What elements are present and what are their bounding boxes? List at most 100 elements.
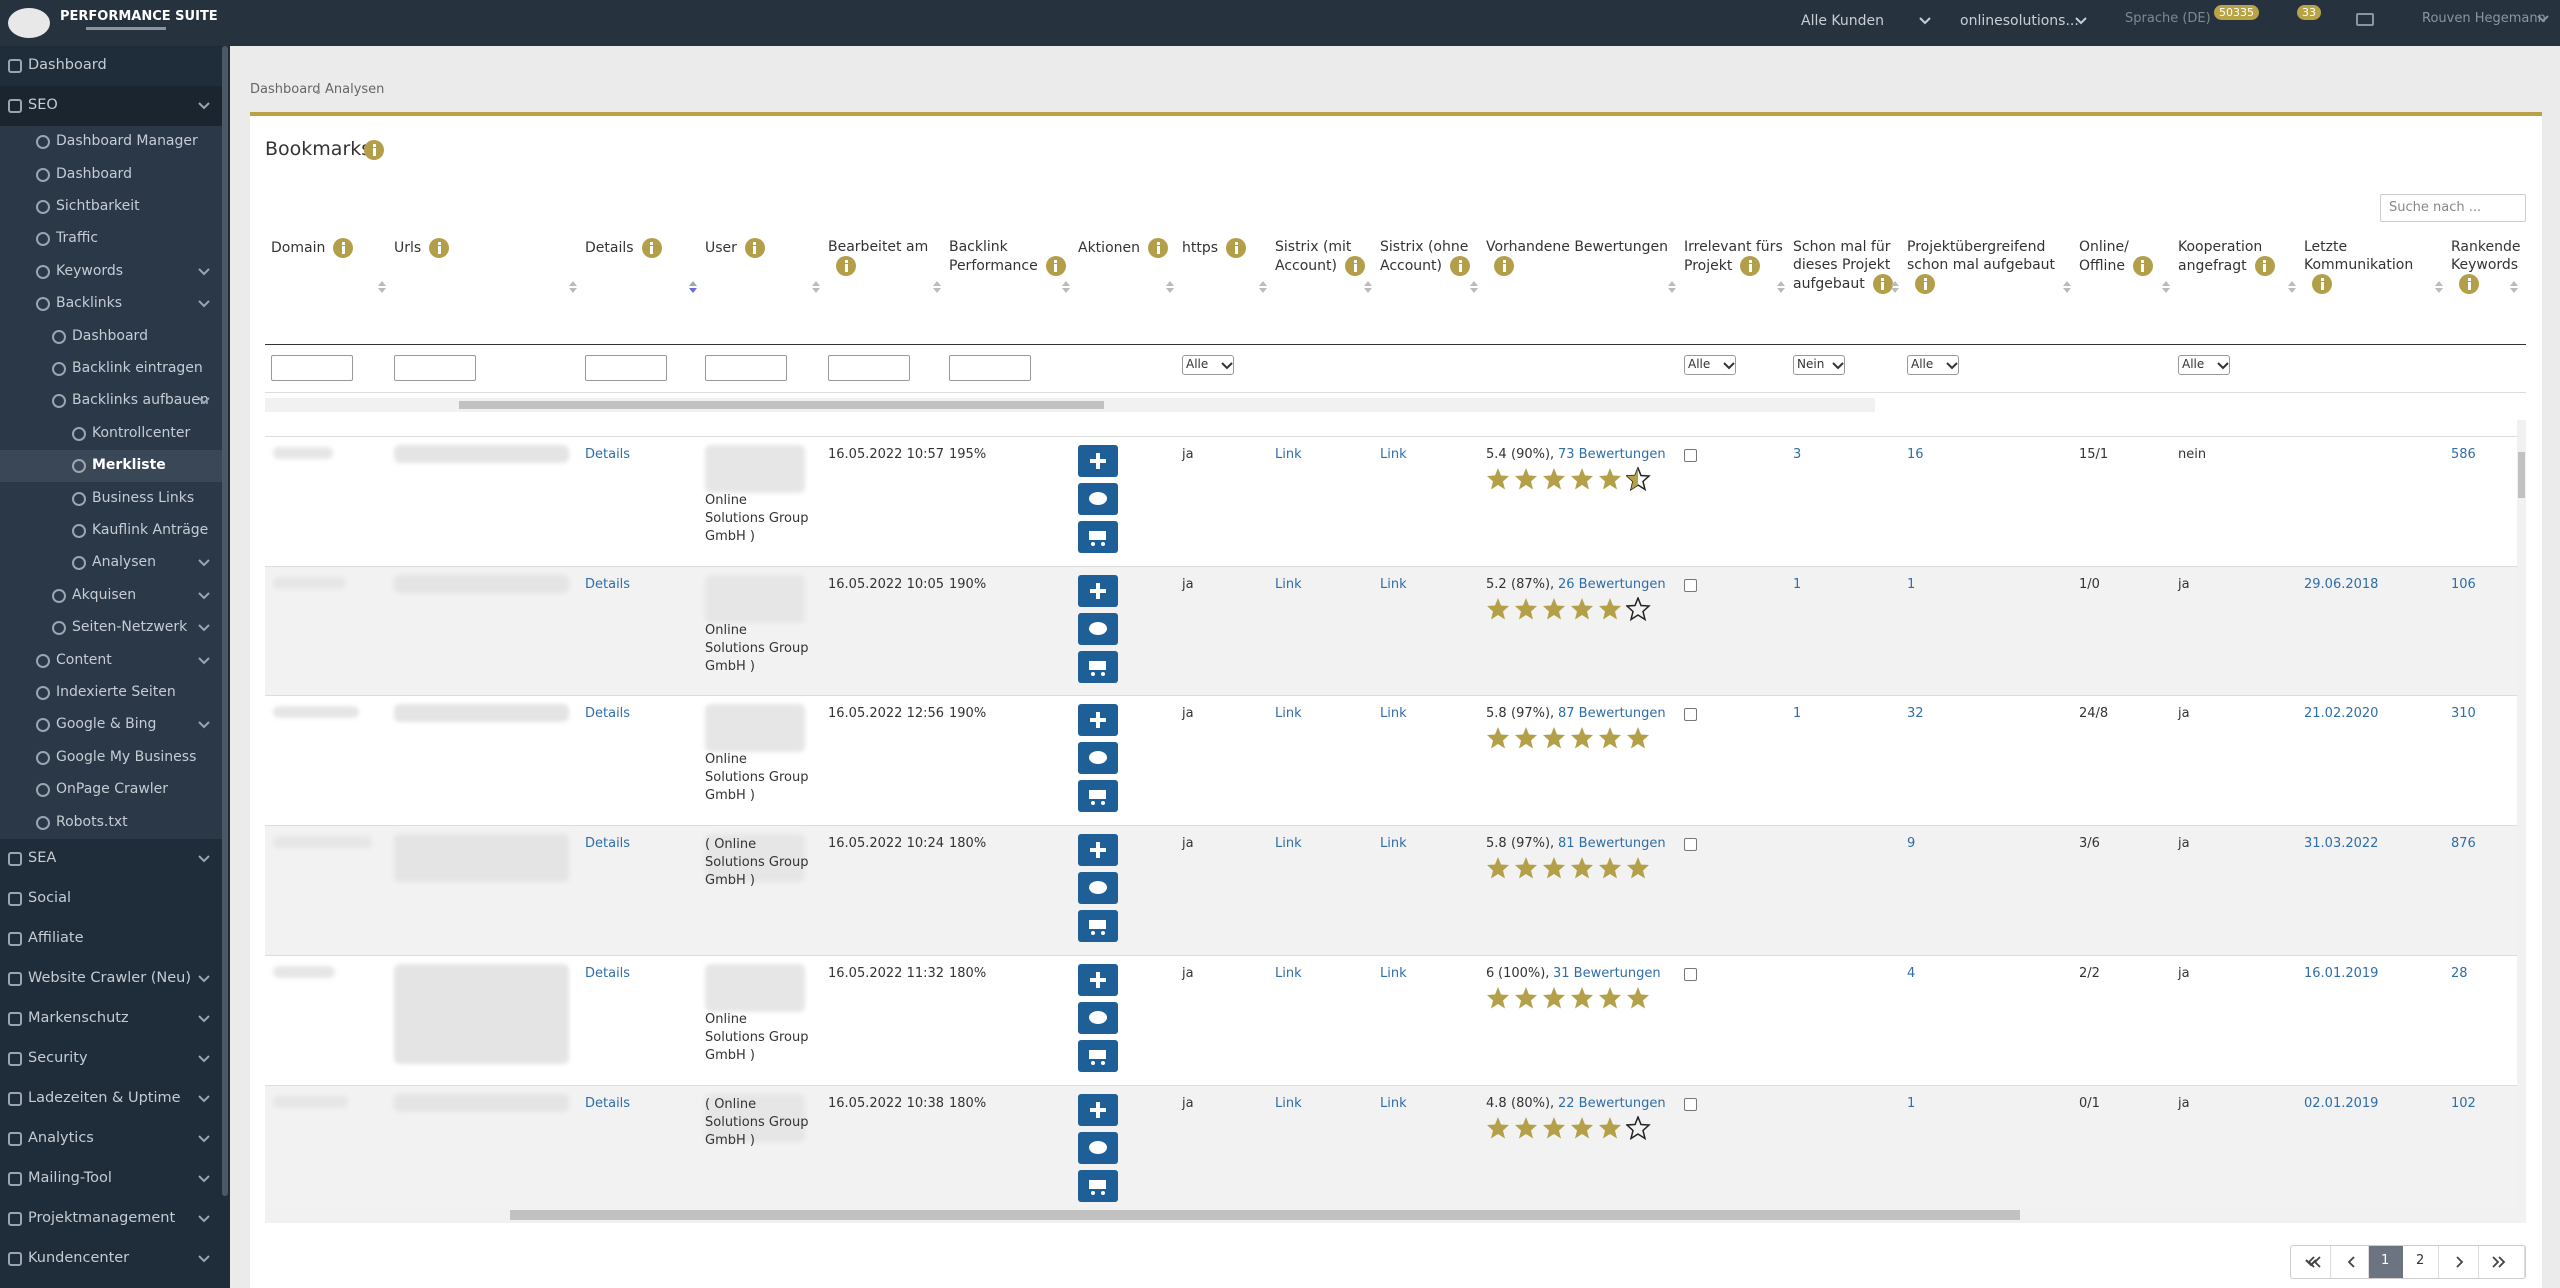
action-button[interactable] [1078,963,1118,996]
checkbox[interactable] [1684,708,1697,722]
sidebar-label[interactable]: Dashboard Manager [56,133,198,150]
filter-select[interactable]: Alle [2178,355,2230,375]
sidebar-label[interactable]: Website Crawler (Neu) [28,969,192,986]
column-header[interactable]: Schon mal für dieses Projekt aufgebaut [1793,238,1897,294]
sidebar-item[interactable]: Dashboard [0,158,222,191]
project-select[interactable]: onlinesolutions... [1960,13,2079,29]
letzte[interactable]: 31.03.2022 [2304,836,2379,852]
sidebar-item[interactable]: Analysen [0,547,222,580]
action-button[interactable] [1078,910,1118,943]
sidebar-label[interactable]: Kundencenter [28,1249,130,1266]
review-count[interactable]: 31 Bewertungen [1553,965,1661,981]
filter-input[interactable] [949,355,1031,381]
sidebar-item[interactable]: Merkliste [0,450,222,483]
details[interactable]: Details [585,447,631,462]
sidebar-label[interactable]: Mailing-Tool [28,1169,112,1186]
action-button[interactable] [1078,1131,1118,1164]
review-count[interactable]: 26 Bewertungen [1558,576,1666,592]
sidebar-label[interactable]: Dashboard [72,327,148,344]
column-header[interactable]: Details [585,238,695,258]
sidebar-label[interactable]: Seiten-Netzwerk [72,619,188,636]
sidebar-item[interactable]: Google & Bing [0,709,222,742]
sidebar-label[interactable]: Merkliste [92,457,166,474]
sidebar-item[interactable]: Backlink eintragen [0,352,222,386]
details[interactable]: Details [585,1095,631,1111]
sidebar-item[interactable]: SEA [0,839,222,879]
filter-input[interactable] [585,355,667,381]
sidebar-item[interactable]: Affiliate [0,919,222,959]
schon[interactable]: 1 [1793,706,1802,722]
page-button[interactable]: 1 [2369,1246,2403,1278]
column-header[interactable]: Domain [271,238,384,258]
sidebar-label[interactable]: Google & Bing [56,716,157,733]
sidebar-item[interactable]: Kauflink Anträge [0,514,222,548]
sidebar-label[interactable]: Traffic [56,230,99,247]
action-button[interactable] [1078,650,1118,683]
sidebar-item[interactable]: Kontrollcenter [0,417,222,450]
v-thumb[interactable] [2518,452,2525,498]
sx2[interactable]: Link [1380,706,1407,722]
filter-input[interactable] [828,355,910,381]
action-button[interactable] [1078,1093,1118,1126]
proj[interactable]: 1 [1907,576,1916,592]
sidebar-item[interactable]: Markenschutz [0,999,222,1039]
rank[interactable]: 106 [2451,576,2476,592]
action-button[interactable] [1078,1039,1118,1072]
sidebar-label[interactable]: OnPage Crawler [56,781,169,798]
checkbox[interactable] [1684,578,1697,592]
action-button[interactable] [1078,872,1118,905]
sidebar-label[interactable]: Ladezeiten & Uptime [28,1089,181,1106]
review-count[interactable]: 81 Bewertungen [1558,836,1666,852]
sidebar-item[interactable]: Projektmanagement [0,1199,222,1239]
sidebar-item[interactable]: Website Crawler (Neu) [0,959,222,999]
language-select[interactable]: Sprache (DE) [2125,11,2211,26]
column-header[interactable]: Online/ Offline [2079,238,2168,276]
sidebar-label[interactable]: Backlinks [56,295,123,312]
column-header[interactable]: Kooperation angefragt [2178,238,2294,276]
details[interactable]: Details [585,706,631,722]
sidebar-item[interactable]: Mailing-Tool [0,1159,222,1199]
sidebar-item[interactable]: OnPage Crawler [0,774,222,807]
sidebar-label[interactable]: Kontrollcenter [92,424,191,441]
column-header[interactable]: Vorhandene Bewertungen [1486,238,1674,276]
action-button[interactable] [1078,574,1118,607]
proj[interactable]: 16 [1907,447,1924,462]
sidebar-item[interactable]: Business Links [0,482,222,515]
sx1[interactable]: Link [1275,965,1302,981]
customer-select[interactable]: Alle Kunden [1801,13,1885,29]
action-button[interactable] [1078,742,1118,775]
sidebar-item[interactable]: Akquisen [0,579,222,612]
sidebar-item[interactable]: Backlinks aufbauen [0,385,222,418]
column-header[interactable]: Urls [394,238,575,258]
sx2[interactable]: Link [1380,447,1407,462]
sidebar-label[interactable]: Backlinks aufbauen [72,392,209,409]
checkbox[interactable] [1684,967,1697,981]
filter-input[interactable] [394,355,476,381]
sidebar-item[interactable]: Dashboard Manager [0,126,222,159]
action-button[interactable] [1078,704,1118,737]
proj[interactable]: 4 [1907,965,1916,981]
scroll-thumb[interactable] [459,401,1104,409]
sidebar-label[interactable]: Google My Business [56,748,197,765]
sx2[interactable]: Link [1380,1095,1407,1111]
action-button[interactable] [1078,834,1118,867]
action-button[interactable] [1078,1001,1118,1034]
details[interactable]: Details [585,836,631,852]
sidebar-item[interactable]: Sichtbarkeit [0,190,222,224]
sidebar-item[interactable]: Dashboard [0,320,222,353]
sidebar-item[interactable]: Content [0,644,222,677]
sidebar-item[interactable]: Dashboard [0,46,222,86]
schon[interactable]: 3 [1793,447,1802,462]
sidebar-label[interactable]: Security [28,1049,88,1066]
sidebar-item[interactable]: Keywords [0,255,222,288]
sidebar-label[interactable]: Dashboard [28,57,107,73]
sidebar-item[interactable]: Seiten-Netzwerk [0,612,222,645]
sidebar-label[interactable]: Analytics [28,1129,94,1146]
sidebar-label[interactable]: Indexierte Seiten [56,683,176,700]
action-button[interactable] [1078,780,1118,813]
sx2[interactable]: Link [1380,576,1407,592]
sidebar-label[interactable]: Analysen [92,554,156,571]
proj[interactable]: 9 [1907,836,1916,852]
sidebar-item[interactable]: Kundencenter [0,1239,222,1279]
sidebar-label[interactable]: Business Links [92,489,195,506]
